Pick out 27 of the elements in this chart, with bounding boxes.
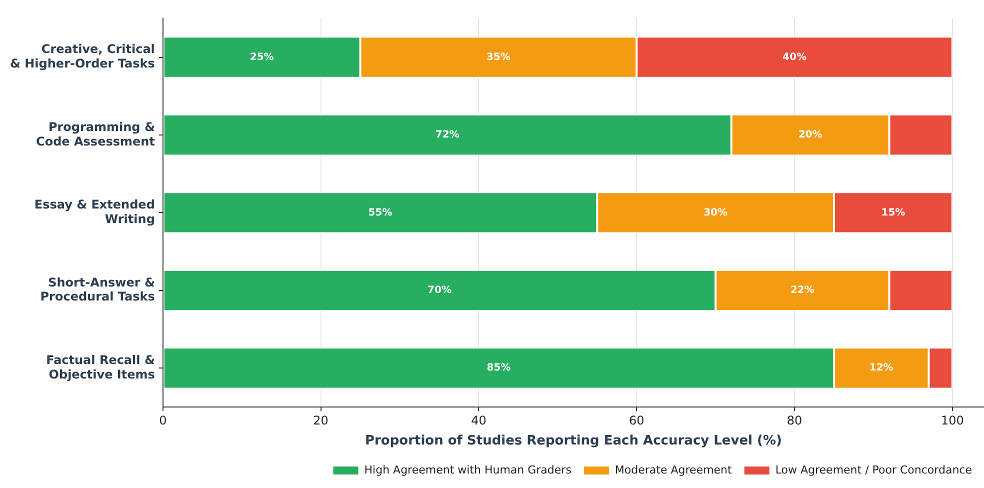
x-axis-title: Proportion of Studies Reporting Each Accuracy Level (%): [364, 434, 782, 449]
data-label: 35%: [486, 52, 510, 63]
legend-label: High Agreement with Human Graders: [364, 463, 572, 476]
y-tick-label: Essay & Extended Writing: [34, 198, 155, 226]
x-tick-label: 80: [786, 413, 802, 428]
x-tick-label: 40: [471, 413, 486, 428]
y-tick-label: Factual Recall & Objective Items: [46, 353, 155, 382]
y-tick-label: Creative, Critical & Higher-Order Tasks: [10, 42, 155, 71]
legend-label: Moderate Agreement: [614, 463, 733, 476]
data-label: 55%: [368, 207, 392, 218]
x-tick-label: 100: [940, 413, 964, 428]
y-tick-label: Programming & Code Assessment: [36, 120, 156, 148]
data-label: 22%: [790, 285, 814, 296]
data-label: 15%: [881, 207, 906, 218]
data-label: 25%: [250, 52, 274, 63]
data-label: 85%: [486, 362, 511, 374]
data-label: 40%: [782, 52, 806, 63]
legend-label: Low Agreement / Poor Concordance: [775, 463, 972, 476]
x-tick-label: 0: [159, 413, 167, 428]
x-tick-label: 20: [313, 413, 328, 428]
data-label: 30%: [704, 207, 728, 218]
x-tick-label: 60: [628, 413, 644, 428]
data-label: 20%: [798, 130, 822, 141]
data-label: 70%: [428, 285, 452, 296]
y-tick-label: Short-Answer & Procedural Tasks: [40, 275, 155, 304]
data-label: 12%: [869, 362, 894, 374]
data-label: 72%: [435, 130, 460, 141]
